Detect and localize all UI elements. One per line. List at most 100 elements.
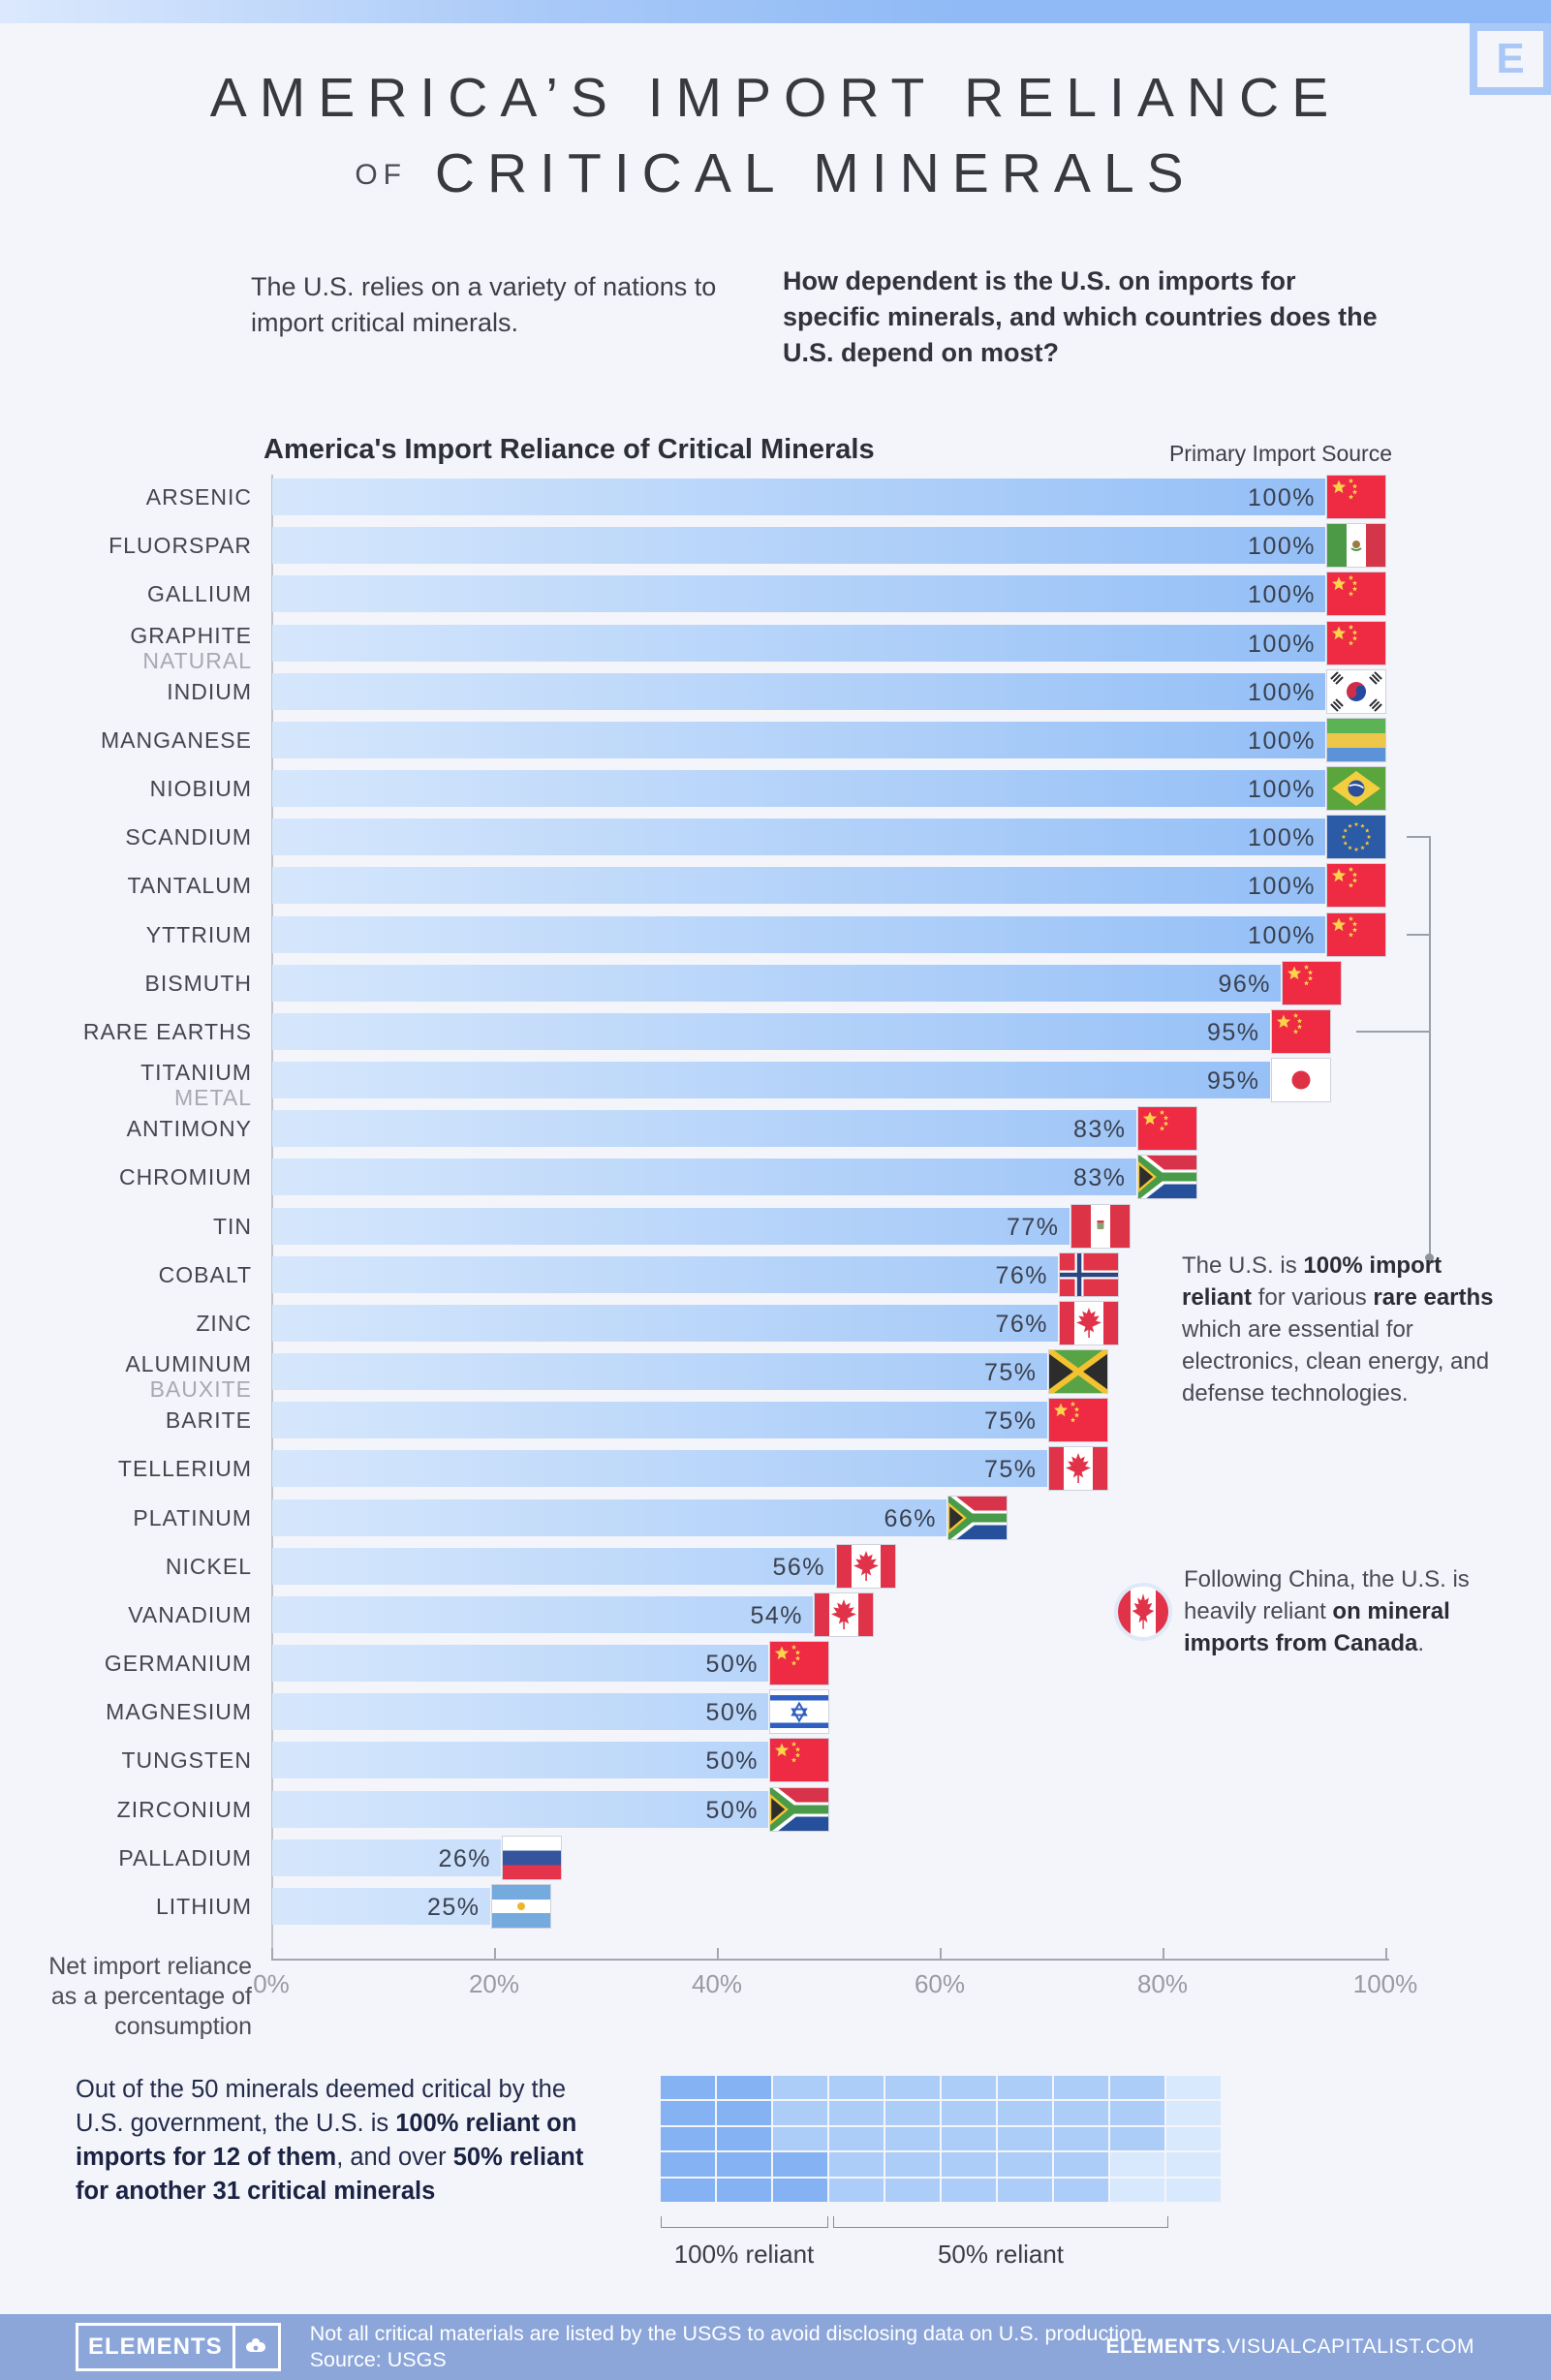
grid-cell-100-reliant (661, 2152, 715, 2177)
mineral-name: MANGANESE (101, 726, 252, 753)
axis-caption-line: as a percentage of (50, 1983, 252, 2010)
grid-cell-50-reliant (885, 2126, 940, 2151)
x-axis-tick (494, 1948, 496, 1960)
japan-flag-icon (1271, 1059, 1330, 1102)
grid-bracket-50 (833, 2216, 1168, 2228)
reliance-bar (272, 915, 1325, 953)
text: for various (1252, 1284, 1374, 1311)
footer-site-bold: ELEMENTS (1105, 2335, 1221, 2358)
european-union-flag-icon (1327, 816, 1385, 859)
grid-cell-50-reliant (1054, 2178, 1108, 2202)
percent-label: 95% (1206, 1067, 1260, 1096)
mineral-name: YTTRIUM (145, 921, 252, 947)
mineral-label: MAGNESIUM (29, 1699, 252, 1724)
mineral-name: ZIRCONIUM (116, 1796, 252, 1822)
x-axis-tick (717, 1948, 719, 1960)
rare-earths-annotation: The U.S. is 100% import reliant for vari… (1182, 1250, 1504, 1409)
grid-cell-other (1166, 2076, 1221, 2100)
elements-e-logo-letter: E (1496, 35, 1525, 82)
x-axis-tick-label: 80% (1136, 1969, 1189, 1998)
bold-text: on mineral imports from Canada (1184, 1598, 1450, 1656)
mineral-label: FLUORSPAR (29, 533, 252, 558)
south-korea-flag-icon (1327, 669, 1385, 713)
percent-label: 96% (1218, 970, 1271, 998)
south-africa-flag-icon (948, 1496, 1007, 1539)
mineral-label: NIOBIUM (29, 776, 252, 801)
percent-label: 100% (1248, 630, 1316, 658)
bold-text: for another 31 critical minerals (76, 2178, 436, 2205)
percent-label: 50% (705, 1747, 759, 1776)
percent-label: 95% (1206, 1018, 1260, 1046)
grid-cell-other (1110, 2178, 1164, 2202)
bold-text: 100% import reliant (1182, 1252, 1442, 1311)
axis-caption-line: consumption (114, 2013, 252, 2040)
mineral-label: TITANIUM METAL (29, 1060, 252, 1110)
bracket-connector (1407, 836, 1430, 839)
mineral-sub-name: NATURAL (142, 647, 252, 673)
mineral-name: PALLADIUM (118, 1844, 252, 1870)
x-axis-tick (1385, 1948, 1387, 1960)
grid-cell-50-reliant (1110, 2076, 1164, 2100)
mineral-name: PLATINUM (133, 1504, 252, 1530)
grid-cell-50-reliant (829, 2076, 884, 2100)
grid-cell-50-reliant (942, 2076, 996, 2100)
grid-cell-100-reliant (773, 2152, 827, 2177)
reliance-bar (272, 1693, 768, 1731)
percent-label: 100% (1248, 776, 1316, 804)
mineral-name: GERMANIUM (104, 1651, 252, 1677)
percent-label: 76% (995, 1261, 1048, 1289)
text: , and over (336, 2144, 453, 2171)
reliance-bar (272, 672, 1325, 710)
page-title-line2: OF CRITICAL MINERALS (0, 141, 1551, 205)
mineral-label: VANADIUM (29, 1602, 252, 1627)
percent-label: 83% (1072, 1116, 1127, 1144)
grid-cell-100-reliant (717, 2126, 771, 2151)
grid-cell-50-reliant (773, 2126, 827, 2151)
mineral-label: BARITE (29, 1407, 252, 1433)
mineral-label: GALLIUM (29, 581, 252, 606)
grid-cell-100-reliant (717, 2152, 771, 2177)
reliance-bar (272, 1595, 813, 1633)
peru-flag-icon (1070, 1204, 1130, 1248)
footer-logo-divider (232, 2326, 235, 2368)
mineral-name: BARITE (165, 1407, 252, 1434)
grid-cell-100-reliant (661, 2126, 715, 2151)
mineral-label: TUNGSTEN (29, 1747, 252, 1773)
mineral-label: ZIRCONIUM (29, 1797, 252, 1822)
grid-cell-50-reliant (998, 2152, 1052, 2177)
percent-label: 100% (1248, 726, 1316, 755)
percent-label: 26% (438, 1844, 491, 1872)
bold-text: rare earths (1373, 1284, 1494, 1311)
mineral-name: COBALT (158, 1261, 252, 1287)
percent-label: 100% (1248, 484, 1316, 511)
mineral-name: GALLIUM (147, 581, 252, 607)
canada-flag-icon (1048, 1447, 1107, 1491)
brazil-flag-icon (1327, 767, 1385, 811)
reliance-bar (272, 867, 1325, 905)
mineral-name: NICKEL (165, 1553, 252, 1579)
grid-cell-50-reliant (998, 2178, 1052, 2202)
x-axis-tick-label: 20% (468, 1969, 520, 1998)
mineral-label: GERMANIUM (29, 1651, 252, 1676)
reliance-bar (272, 527, 1325, 565)
grid-cell-50-reliant (998, 2076, 1052, 2100)
reliance-bar (272, 1450, 1047, 1488)
china-flag-icon (1048, 1399, 1107, 1442)
x-axis-tick (271, 1948, 273, 1960)
mineral-label: NICKEL (29, 1554, 252, 1579)
mineral-name: VANADIUM (128, 1601, 252, 1627)
reliance-bar (272, 1159, 1136, 1196)
percent-label: 77% (1006, 1213, 1060, 1241)
canada-flag-badge (1114, 1583, 1172, 1641)
mineral-name: TANTALUM (127, 873, 252, 899)
footer-note: Not all critical materials are listed by… (310, 2321, 1148, 2373)
summary-text: Out of the 50 minerals deemed critical b… (76, 2073, 610, 2209)
gabon-flag-icon (1327, 718, 1385, 761)
reliance-bar (272, 721, 1325, 758)
grid-cell-50-reliant (1110, 2126, 1164, 2151)
mineral-name: ALUMINUM (125, 1351, 252, 1377)
argentina-flag-icon (491, 1884, 550, 1928)
grid-bracket-100-label: 100% reliant (673, 2240, 815, 2269)
percent-label: 66% (884, 1504, 937, 1532)
mineral-sub-name: METAL (174, 1085, 252, 1111)
